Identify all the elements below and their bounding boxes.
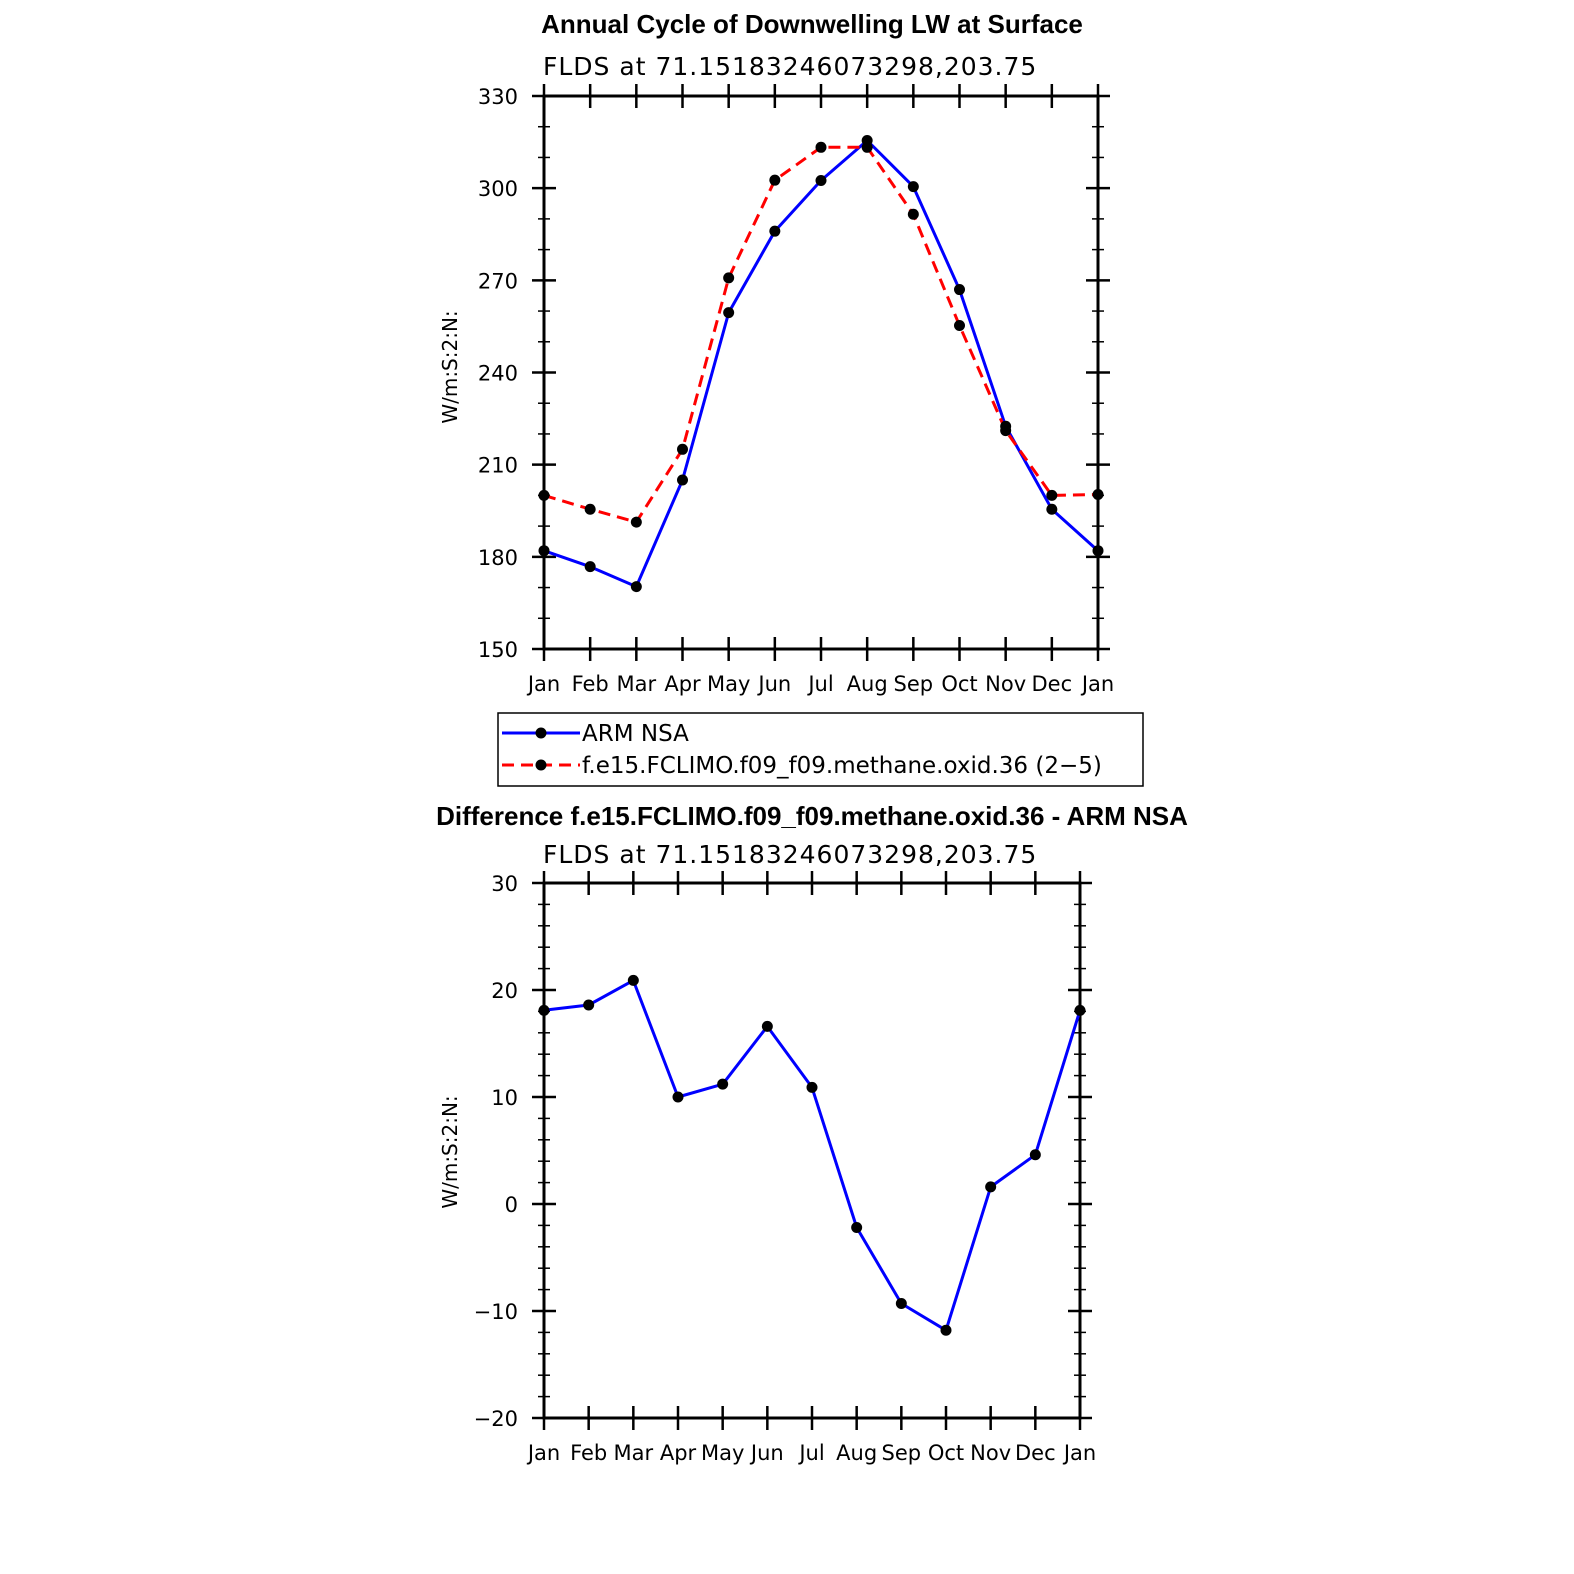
top-chart-subtitle: FLDS at 71.15183246073298,203.75: [543, 52, 1037, 81]
top-chart-series-1-line: [543, 145, 1099, 524]
legend-marker-model: [535, 759, 547, 771]
bottom-chart-xtick-label: Oct: [928, 1441, 964, 1465]
bottom-chart-xtick-label: Jul: [797, 1441, 824, 1465]
top-chart-series-0-point: [538, 545, 550, 557]
top-chart-xtick-label: Aug: [847, 672, 888, 696]
legend-label-model: f.e15.FCLIMO.f09_f09.methane.oxid.36 (2−…: [582, 753, 1102, 779]
top-chart-series-0-point: [769, 225, 781, 237]
bottom-chart-subtitle: FLDS at 71.15183246073298,203.75: [543, 840, 1037, 869]
top-chart-series-0-point: [677, 474, 688, 486]
top-chart-ytick-label: 270: [478, 269, 518, 293]
bottom-chart-plot-area: −20 −10 0 10 20 30 Jan Feb Mar Apr May Jun Jul Aug Sep…: [474, 871, 1096, 1465]
top-chart-ytick-label: 240: [478, 362, 518, 386]
top-chart-series-1-point: [815, 141, 827, 153]
top-chart-ytick-label: 300: [478, 177, 518, 201]
top-chart-series-1-point: [1092, 488, 1104, 500]
bottom-chart-xtick-label: Nov: [970, 1441, 1011, 1465]
bottom-chart-xtick-label: Sep: [882, 1441, 922, 1465]
top-chart-xtick-label: Nov: [985, 672, 1026, 696]
bottom-chart-series-0-point: [1029, 1149, 1041, 1161]
top-chart-plot-area: 150 180 210 240 270 300 330 Jan Feb Mar Apr May Jun J…: [478, 84, 1114, 696]
top-chart-series-1-point: [1000, 425, 1012, 437]
bottom-chart-series-0-point: [851, 1222, 863, 1234]
bottom-chart-xtick-label: Jun: [749, 1441, 784, 1465]
top-chart-ytick-label: 150: [478, 638, 518, 662]
top-chart-legend: ARM NSA f.e15.FCLIMO.f09_f09.methane.oxi…: [497, 712, 1144, 787]
legend-box: [497, 712, 1144, 787]
top-chart-xtick-label: Feb: [572, 672, 609, 696]
bottom-chart-xtick-label: Feb: [570, 1441, 607, 1465]
top-chart-series-1-point: [677, 443, 688, 455]
top-chart-series-0-point: [1046, 503, 1058, 515]
bottom-chart-xtick-label: Jan: [526, 1441, 560, 1465]
top-chart-xtick-label: Jun: [756, 672, 791, 696]
top-chart-series-1-point: [769, 174, 781, 186]
top-chart-series-0-point: [630, 581, 642, 593]
top-chart-series-1-point: [723, 272, 735, 284]
bottom-chart-frame: [542, 881, 1082, 1420]
top-chart-xtick-label: Jul: [806, 672, 833, 696]
bottom-chart-xtick-label: Apr: [660, 1441, 697, 1465]
bottom-chart-ytick-label: −10: [474, 1300, 518, 1324]
bottom-chart-title: Difference f.e15.FCLIMO.f09_f09.methane.…: [436, 801, 1188, 831]
bottom-chart-series-0-point: [583, 999, 595, 1011]
bottom-chart-series-0-point: [985, 1181, 997, 1193]
top-chart-xtick-label: Jan: [526, 672, 560, 696]
top-chart-series-1-point: [907, 208, 919, 220]
bottom-chart-xtick-label: Mar: [614, 1441, 654, 1465]
bottom-chart-series-0-point: [895, 1298, 907, 1310]
bottom-chart-ytick-label: 10: [491, 1086, 518, 1110]
legend-label-arm-nsa: ARM NSA: [582, 721, 689, 747]
top-chart-xtick-label: Sep: [894, 672, 934, 696]
top-chart-series-1-point: [630, 516, 642, 528]
top-chart-series-0-point: [815, 174, 827, 186]
top-chart-series-0-point: [954, 284, 965, 296]
bottom-chart-series-0-point: [627, 974, 639, 986]
bottom-chart-series-0-point: [1074, 1004, 1086, 1016]
top-chart-series-0-point: [723, 307, 735, 319]
top-chart-title: Annual Cycle of Downwelling LW at Surfac…: [541, 9, 1083, 39]
bottom-chart-xtick-label: May: [701, 1441, 744, 1465]
top-chart-xtick-label: Oct: [941, 672, 977, 696]
bottom-chart-ytick-label: −20: [474, 1407, 518, 1431]
top-chart-series-1-point: [1046, 489, 1058, 501]
top-chart-ytick-label: 330: [478, 85, 518, 109]
bottom-chart-series-0-point: [538, 1004, 550, 1016]
top-chart-series-0-point: [907, 181, 919, 193]
top-chart-xtick-label: Apr: [664, 672, 701, 696]
top-chart-series-1-point: [584, 503, 596, 515]
legend-marker-arm-nsa: [535, 727, 547, 739]
top-chart-xtick-label: Dec: [1032, 672, 1073, 696]
top-chart-ylabel: W/m:S:2:N:: [438, 310, 462, 423]
top-chart-series-1-point: [954, 319, 965, 331]
bottom-chart-xtick-label: Aug: [836, 1441, 877, 1465]
bottom-chart-xtick-label: Dec: [1015, 1441, 1056, 1465]
top-chart-series-0-point: [1092, 545, 1104, 557]
bottom-chart-series-0-point: [806, 1081, 818, 1093]
bottom-chart-series-0-point: [940, 1324, 952, 1336]
top-chart-xtick-label: Jan: [1080, 672, 1114, 696]
top-chart-xtick-label: May: [707, 672, 750, 696]
top-chart-xtick-label: Mar: [617, 672, 657, 696]
bottom-chart-ytick-label: 0: [505, 1193, 518, 1217]
bottom-chart-ytick-label: 30: [491, 872, 518, 896]
bottom-chart-series-0-point: [672, 1091, 684, 1103]
bottom-chart-series-0-point: [761, 1020, 773, 1032]
bottom-chart-ytick-label: 20: [491, 979, 518, 1003]
top-chart-series-1-point: [861, 141, 873, 153]
bottom-chart-xtick-label: Jan: [1062, 1441, 1096, 1465]
bottom-chart-series-0-line: [543, 978, 1082, 1332]
top-chart-series-1-point: [538, 489, 550, 501]
bottom-chart-ylabel: W/m:S:2:N:: [438, 1095, 462, 1208]
top-chart-ytick-label: 180: [478, 546, 518, 570]
top-chart-series-0-point: [584, 561, 596, 573]
top-chart-ytick-label: 210: [478, 454, 518, 478]
bottom-chart-series-0-point: [717, 1078, 729, 1090]
